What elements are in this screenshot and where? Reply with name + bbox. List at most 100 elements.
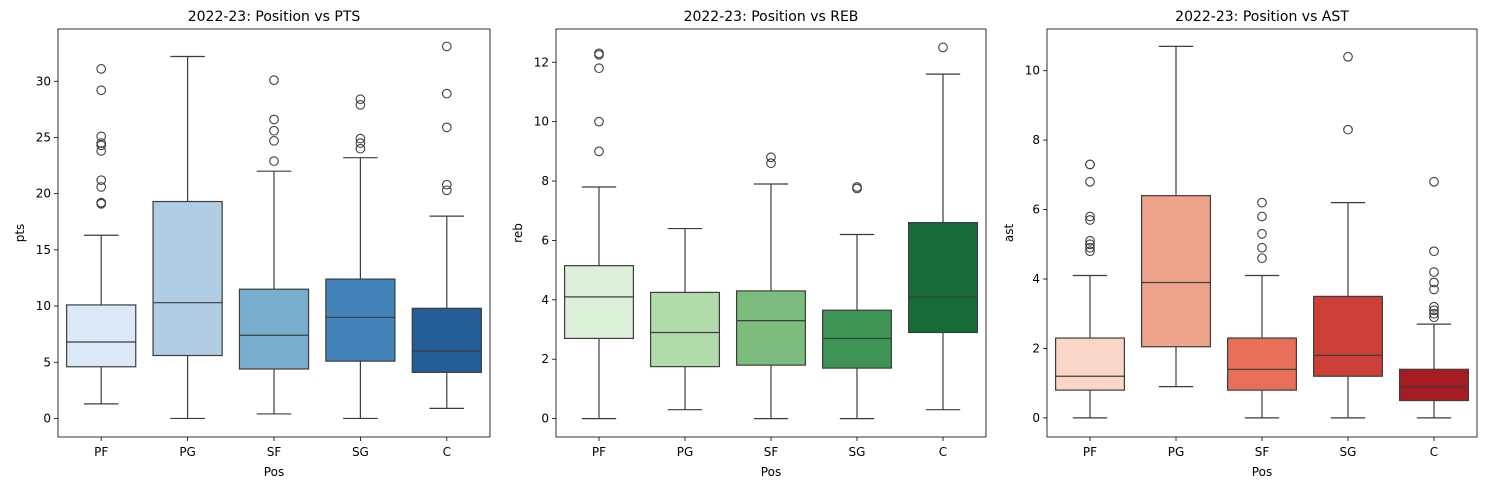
- outlier-point: [766, 158, 776, 169]
- x-tick-label: PG: [1168, 445, 1185, 459]
- outlier-point: [1429, 277, 1439, 288]
- box-iqr: [325, 278, 396, 362]
- outlier-point: [1429, 312, 1439, 323]
- box-iqr: [1226, 337, 1297, 391]
- x-tick-label: SG: [1340, 445, 1357, 459]
- outlier-point: [269, 75, 279, 85]
- box-pg: [152, 55, 223, 420]
- outlier-point: [355, 143, 366, 154]
- y-tick-label: 6: [1032, 203, 1040, 217]
- outlier-point: [1085, 235, 1095, 246]
- y-tick-label: 30: [36, 74, 51, 88]
- x-tick-label: SG: [352, 445, 369, 459]
- outlier-point: [96, 146, 107, 156]
- outlier-point: [1085, 159, 1095, 170]
- x-tick-label: PF: [1083, 445, 1097, 459]
- outlier-point: [1085, 215, 1095, 225]
- outlier-point: [1429, 176, 1439, 187]
- box-c: [1398, 176, 1469, 419]
- outlier-point: [1085, 246, 1095, 257]
- outlier-point: [441, 122, 452, 133]
- outlier-point: [355, 100, 366, 110]
- box-sf: [735, 152, 806, 420]
- y-tick-label: 10: [36, 299, 51, 313]
- y-tick-label: 15: [36, 243, 51, 257]
- box-c: [907, 42, 978, 411]
- x-tick-label: SF: [1255, 445, 1270, 459]
- plot-frame: [555, 28, 987, 438]
- box-iqr: [821, 309, 892, 369]
- chart-panel-3: 2022-23: Position vs AST 0 2 4 6 8 10 PF PG SF SG C…: [1002, 9, 1478, 479]
- outlier-point: [594, 146, 604, 157]
- box-pg: [1140, 45, 1211, 388]
- outlier-point: [766, 152, 776, 163]
- outlier-point: [1429, 301, 1439, 312]
- outlier-point: [441, 185, 452, 196]
- outlier-point: [355, 94, 366, 105]
- box-pf: [66, 64, 137, 405]
- box-iqr: [1140, 195, 1211, 348]
- box-iqr: [1398, 368, 1469, 402]
- outlier-point: [96, 182, 107, 192]
- x-axis-label: Pos: [761, 465, 781, 479]
- outlier-point: [1429, 284, 1439, 295]
- chart-title: 2022-23: Position vs AST: [1175, 9, 1349, 25]
- outlier-point: [96, 175, 107, 186]
- y-tick-label: 25: [36, 130, 51, 144]
- plot-frame: [1046, 28, 1478, 438]
- box-sf: [1226, 197, 1297, 419]
- box-iqr: [649, 291, 720, 368]
- x-axis-label: Pos: [1252, 465, 1272, 479]
- box-pf: [563, 48, 634, 420]
- outlier-point: [1343, 124, 1353, 135]
- outlier-point: [1429, 246, 1439, 257]
- x-tick-label: PF: [592, 445, 606, 459]
- outlier-point: [1085, 242, 1095, 253]
- outlier-point: [594, 48, 604, 59]
- box-pg: [649, 227, 720, 411]
- outlier-point: [355, 133, 366, 144]
- box-iqr: [238, 288, 310, 370]
- outlier-point: [1429, 308, 1439, 319]
- outlier-point: [355, 138, 366, 148]
- outlier-point: [1257, 242, 1267, 253]
- y-axis-label: pts: [13, 224, 27, 243]
- y-tick-label: 20: [36, 187, 51, 201]
- box-iqr: [1312, 295, 1383, 377]
- box-c: [411, 41, 482, 409]
- outlier-point: [269, 114, 279, 125]
- chart-title: 2022-23: Position vs PTS: [188, 9, 361, 25]
- chart-panel-1: 2022-23: Position vs PTS 0 5 10 15 20 25 30 PF PG…: [13, 9, 491, 479]
- y-axis-label: reb: [511, 223, 525, 243]
- outlier-point: [1085, 211, 1095, 222]
- y-tick-label: 4: [541, 293, 549, 307]
- outlier-point: [1343, 51, 1353, 62]
- y-tick-label: 10: [1025, 64, 1040, 78]
- y-tick-label: 0: [43, 411, 51, 425]
- box-iqr: [152, 200, 223, 357]
- outlier-point: [1085, 176, 1095, 187]
- outlier-point: [852, 182, 862, 192]
- box-sg: [325, 94, 396, 420]
- y-axis-label: ast: [1002, 224, 1016, 243]
- x-tick-label: SF: [267, 445, 282, 459]
- plot-frame: [57, 28, 491, 438]
- y-tick-label: 0: [541, 412, 549, 426]
- outlier-point: [96, 85, 107, 96]
- outlier-point: [269, 156, 279, 166]
- box-pf: [1054, 159, 1125, 419]
- y-tick-label: 6: [541, 233, 549, 247]
- outlier-point: [1257, 253, 1267, 264]
- outlier-point: [1429, 267, 1439, 277]
- y-tick-label: 5: [43, 355, 51, 369]
- outlier-point: [441, 41, 452, 52]
- y-tick-label: 2: [1032, 341, 1040, 355]
- outlier-point: [1085, 239, 1095, 250]
- outlier-point: [269, 125, 279, 136]
- box-sf: [238, 75, 310, 415]
- outlier-point: [938, 42, 948, 53]
- outlier-point: [1257, 211, 1267, 222]
- x-tick-label: PG: [677, 445, 694, 459]
- outlier-point: [594, 63, 604, 74]
